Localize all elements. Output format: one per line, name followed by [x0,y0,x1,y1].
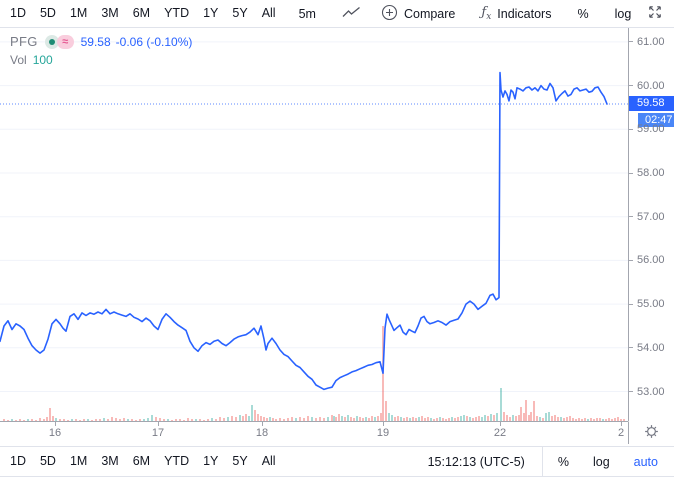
time-axis-label: 17 [151,427,165,439]
range-5d[interactable]: 5D [33,0,63,27]
compare-button[interactable]: Compare [371,0,465,27]
time-axis-tick [55,422,56,426]
price-axis-tick [629,391,633,393]
price-axis-tick [629,216,633,218]
volume-value: 100 [32,53,53,67]
compare-plus-icon [381,4,398,24]
interval-button[interactable]: 5m [289,0,326,27]
price-axis-tick [629,259,633,261]
range-all[interactable]: All [255,0,283,27]
date-range-buttons: 1D 5D 1M 3M 6M YTD 1Y 5Y All [0,0,283,27]
price-axis-label: 59.00 [637,123,665,136]
price-axis-label: 53.00 [637,385,665,398]
range-1m[interactable]: 1M [63,0,94,27]
price-axis-label: 54.00 [637,341,665,354]
time-axis-tick [158,422,159,426]
range-6m[interactable]: 6M [126,0,157,27]
time-axis-tick [262,422,263,426]
delayed-data-icon: ≈ [56,34,74,49]
gear-icon [644,425,659,442]
axis-settings-button[interactable] [644,424,659,442]
last-price: 59.58 [80,34,111,49]
last-price-and-change: 59.58 -0.06 (-0.10%) [81,35,193,49]
range-5y[interactable]: 5Y [225,0,254,27]
time-axis-tick [383,422,384,426]
price-axis-label: 55.00 [637,298,665,311]
separator [541,447,543,476]
price-axis-tick [629,128,633,130]
price-axis-label: 58.00 [637,167,665,180]
auto-scale-toggle[interactable]: auto [622,447,674,476]
time-axis-label: 16 [48,427,62,439]
range-5d[interactable]: 5D [33,448,63,475]
price-axis-tick [629,303,633,305]
range-all[interactable]: All [255,448,283,475]
price-axis-tick [629,41,633,43]
bottom-toolbar: 1D 5D 1M 3M 6M YTD 1Y 5Y All 15:12:13 (UTC-5) % … [0,446,674,477]
top-toolbar: 1D 5D 1M 3M 6M YTD 1Y 5Y All 5m Compare ƒx Indic… [0,0,674,28]
range-1d[interactable]: 1D [3,448,33,475]
symbol-name[interactable]: PFG [10,34,38,49]
bar-countdown-label: 02:47 [638,113,674,127]
chart-style-button[interactable] [332,0,371,27]
price-axis-tick [629,347,633,349]
fullscreen-button[interactable] [647,4,663,23]
range-5y[interactable]: 5Y [225,448,254,475]
date-range-buttons-bottom: 1D 5D 1M 3M 6M YTD 1Y 5Y All [0,447,283,476]
percent-scale-button[interactable]: % [567,0,598,27]
chart-pane[interactable]: PFG ≈ 59.58 -0.06 (-0.10%) Vol 100 [0,28,628,421]
time-axis-label: 18 [255,427,269,439]
price-axis-label: 57.00 [637,210,665,223]
axis-corner [628,421,674,444]
indicators-button[interactable]: ƒx Indicators [471,0,561,27]
time-axis-label: 2 [617,427,625,439]
line-chart-icon [342,6,361,21]
range-6m[interactable]: 6M [126,448,157,475]
fx-icon: ƒx [481,5,492,22]
last-price-axis-label: 59.58 [629,96,674,111]
volume-row: Vol 100 [10,53,192,67]
time-axis-tick [621,422,622,426]
market-open-status-icon [44,34,59,49]
range-3m[interactable]: 3M [94,0,125,27]
price-axis-tick [629,85,633,87]
time-axis[interactable]: 16 17 18 19 22 2 [0,421,628,444]
volume-label: Vol [10,53,27,67]
time-axis-label: 22 [493,427,507,439]
time-axis-tick [500,422,501,426]
time-axis-label: 19 [376,427,390,439]
compare-label: Compare [403,6,456,21]
range-ytd[interactable]: YTD [157,0,196,27]
chart-canvas [0,41,628,421]
range-1m[interactable]: 1M [63,448,94,475]
price-change: -0.06 (-0.10%) [115,34,193,49]
log-scale-button[interactable]: log [605,0,642,27]
range-3m[interactable]: 3M [94,448,125,475]
range-1y[interactable]: 1Y [196,0,225,27]
chart-legend: PFG ≈ 59.58 -0.06 (-0.10%) Vol 100 [10,34,192,67]
fullscreen-icon [647,6,663,23]
range-1y[interactable]: 1Y [196,448,225,475]
percent-scale-toggle[interactable]: % [546,447,581,476]
price-axis[interactable]: 59.58 02:47 61.00 60.00 59.00 58.00 57.00 56.… [628,28,674,421]
price-axis-label: 61.00 [637,35,665,48]
market-status-badges: ≈ [44,34,74,49]
log-scale-toggle[interactable]: log [581,447,622,476]
price-axis-label: 60.00 [637,79,665,92]
price-axis-tick [629,172,633,174]
range-ytd[interactable]: YTD [157,448,196,475]
indicators-label: Indicators [497,6,552,21]
clock[interactable]: 15:12:13 (UTC-5) [427,454,525,469]
range-1d[interactable]: 1D [3,0,33,27]
price-axis-label: 56.00 [637,254,665,267]
